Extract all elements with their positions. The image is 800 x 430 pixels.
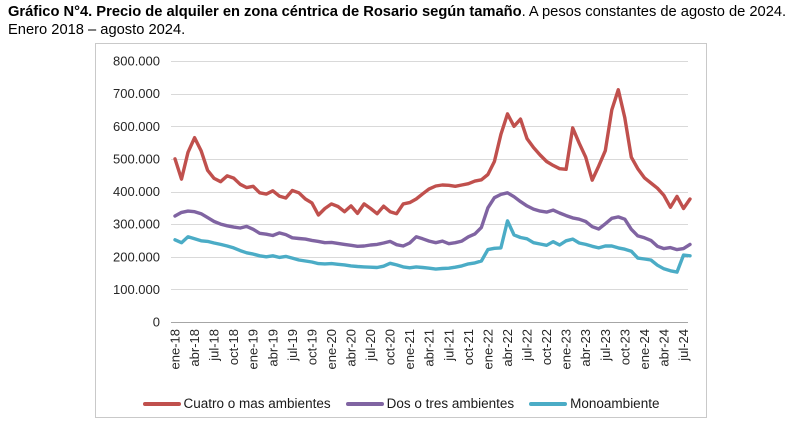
legend-label: Cuatro o mas ambientes [183, 396, 331, 411]
y-axis-label: 100.000 [113, 282, 160, 297]
legend-label: Monoambiente [570, 396, 660, 411]
x-axis-label: oct-19 [304, 329, 319, 365]
x-axis-label: oct-18 [226, 329, 241, 365]
x-axis-label: abr-21 [422, 329, 437, 367]
y-axis-label: 600.000 [113, 119, 160, 134]
y-axis-label: 0 [153, 315, 160, 330]
series-line-dos-o-tres-ambientes [173, 191, 692, 252]
x-axis-label: abr-24 [656, 329, 671, 367]
x-axis-label: oct-21 [461, 329, 476, 365]
legend-line-icon [142, 401, 181, 406]
x-axis-label: oct-22 [539, 329, 554, 365]
legend-line-icon [529, 401, 568, 406]
x-axis-label: abr-19 [265, 329, 280, 367]
y-axis-label: 800.000 [113, 54, 160, 69]
series-line-monoambiente [173, 219, 692, 274]
y-axis-label: 500.000 [113, 151, 160, 166]
x-axis-label: oct-20 [383, 329, 398, 365]
x-axis-label: ene-20 [324, 329, 339, 369]
x-axis-label: jul-23 [598, 329, 613, 362]
x-axis-label: ene-19 [246, 329, 261, 369]
legend-item-cuatro-o-mas-ambientes: Cuatro o mas ambientes [142, 396, 331, 411]
y-axis-label: 300.000 [113, 217, 160, 232]
legend-label: Dos o tres ambientes [386, 396, 515, 411]
x-axis-label: ene-21 [402, 329, 417, 369]
y-axis-label: 700.000 [113, 86, 160, 101]
x-axis-label: jul-21 [441, 329, 456, 362]
legend-item-monoambiente: Monoambiente [529, 396, 659, 411]
chart-title: Gráfico N°4. Precio de alquiler en zona … [8, 3, 800, 39]
chart-area: 0 100.000 200.000 300.000 400.000 500.000 600.… [95, 43, 707, 418]
legend-line-icon [345, 401, 384, 406]
x-axis-label: abr-23 [578, 329, 593, 367]
chart-legend: Cuatro o mas ambientes Dos o tres ambien… [96, 396, 706, 411]
x-axis-label: abr-20 [344, 329, 359, 367]
x-axis-label: abr-22 [500, 329, 515, 367]
series-line-cuatro-o-mas-ambientes [173, 88, 692, 217]
chart-svg: 0 100.000 200.000 300.000 400.000 500.000 600.… [113, 54, 692, 369]
legend-item-dos-o-tres-ambientes: Dos o tres ambientes [345, 396, 515, 411]
x-axis-label: jul-20 [363, 329, 378, 362]
y-axis-label: 400.000 [113, 184, 160, 199]
x-axis-label: ene-22 [480, 329, 495, 369]
x-axis-label: abr-18 [187, 329, 202, 367]
x-axis-label: oct-23 [617, 329, 632, 365]
chart-title-sub: . A pesos constantes de agosto de 2024. … [8, 4, 787, 38]
x-axis-label: ene-24 [637, 329, 652, 369]
x-axis-label: ene-23 [559, 329, 574, 369]
x-axis-label: jul-24 [676, 329, 691, 362]
x-axis-label: jul-18 [207, 329, 222, 362]
x-axis-label: jul-19 [285, 329, 300, 362]
chart-title-main: Gráfico N°4. Precio de alquiler en zona … [8, 4, 522, 20]
y-axis-label: 200.000 [113, 249, 160, 264]
x-axis-label: ene-18 [168, 329, 183, 369]
x-axis-label: jul-22 [520, 329, 535, 362]
